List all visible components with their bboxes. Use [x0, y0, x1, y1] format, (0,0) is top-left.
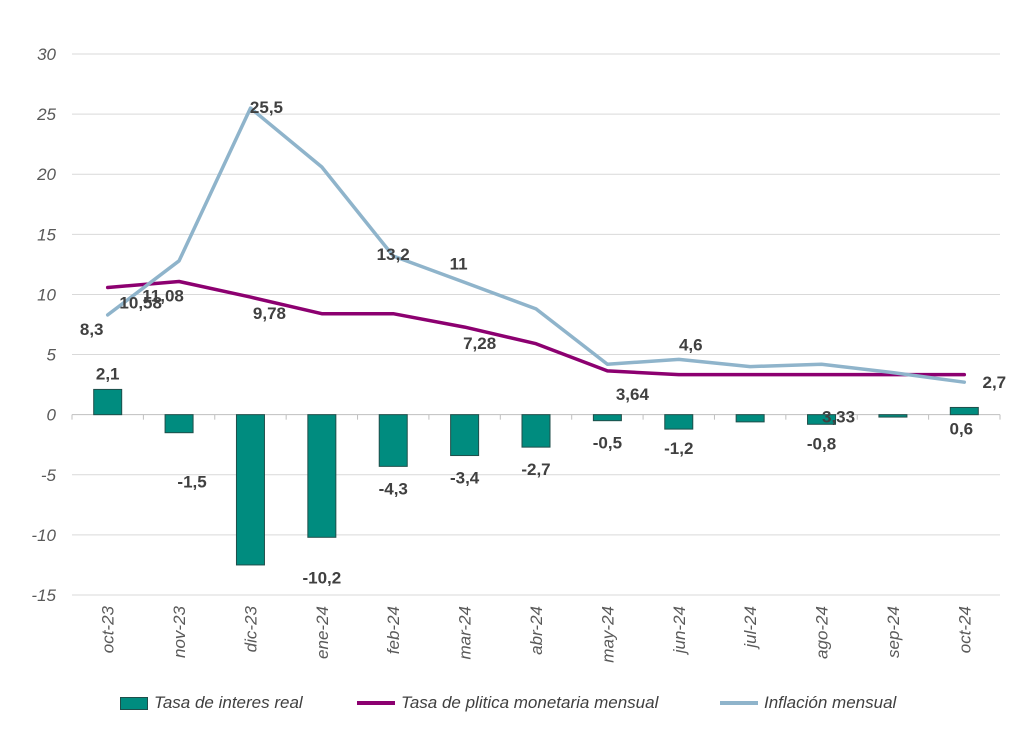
data-label: 11,08 [142, 286, 184, 305]
legend: Tasa de interes real Tasa de plitica mon… [0, 688, 1024, 718]
legend-swatch-bar [120, 696, 148, 710]
bar [592, 414, 622, 422]
x-tick-label: abr-24 [527, 606, 546, 655]
data-label: 2,1 [96, 364, 120, 383]
data-label: -2,7 [521, 460, 550, 479]
bar [521, 414, 551, 448]
data-label: -0,5 [593, 434, 622, 453]
x-tick-label: oct-24 [955, 606, 974, 653]
x-tick-label: mar-24 [456, 606, 475, 660]
data-label: 4,6 [679, 335, 703, 354]
data-label: 10,58 [119, 293, 162, 312]
data-label: 3,33 [822, 408, 855, 427]
data-label: -3,4 [450, 469, 480, 488]
bar [307, 414, 337, 538]
x-tick-label: jul-24 [741, 606, 760, 650]
line-tasa-politica-monetaria [105, 279, 967, 377]
data-label: 9,78 [253, 304, 286, 323]
y-tick-label: -10 [31, 526, 56, 545]
data-label: -1,5 [177, 473, 206, 492]
x-tick-label: ago-24 [813, 606, 832, 659]
bar [807, 414, 837, 425]
gridlines [71, 53, 1001, 596]
data-label: 13,2 [377, 245, 410, 264]
data-label: 7,28 [463, 334, 496, 353]
legend-item-inflacion-mensual: Inflación mensual [720, 688, 896, 718]
x-tick-label: sep-24 [884, 606, 903, 658]
y-tick-label: 15 [37, 225, 56, 244]
data-label: 8,3 [80, 320, 104, 339]
legend-swatch-line [720, 701, 758, 705]
data-label: -1,2 [664, 439, 693, 458]
x-tick-label: oct-23 [99, 605, 118, 653]
bar-series-tasa-interes-real [93, 388, 979, 566]
combo-chart: -15 -10 -5 0 5 10 15 20 25 30 2,1 -1,5 -10,2 -4,3 -3,… [31, 45, 1006, 663]
legend-item-tasa-interes-real: Tasa de interes real [120, 688, 303, 718]
data-label: 2,7 [982, 373, 1006, 392]
bar [735, 414, 765, 423]
data-label: -0,8 [807, 434, 836, 453]
bar [164, 414, 194, 434]
x-tick-label: ene-24 [313, 606, 332, 659]
data-label: 0,6 [949, 419, 973, 438]
y-tick-label: 25 [36, 105, 56, 124]
y-tick-label: 10 [37, 285, 56, 304]
legend-item-tasa-politica-monetaria: Tasa de plitica monetaria mensual [357, 688, 658, 718]
legend-swatch-line [357, 701, 395, 705]
line-inflacion-mensual [105, 106, 967, 384]
y-tick-label: -5 [41, 466, 57, 485]
bar [450, 414, 480, 457]
bar [949, 406, 979, 416]
line-series [105, 106, 967, 384]
x-tick-label: dic-23 [241, 605, 260, 652]
x-tick-label: may-24 [598, 606, 617, 663]
bar [378, 414, 408, 467]
bar [235, 414, 265, 566]
data-labels: 2,1 -1,5 -10,2 -4,3 -3,4 -2,7 -0,5 -1,2 -0,8 0,6 1… [80, 98, 1006, 587]
data-label: 11 [450, 254, 468, 273]
data-label: 3,64 [616, 385, 650, 404]
legend-label: Tasa de plitica monetaria mensual [401, 693, 659, 712]
y-tick-label: 20 [36, 165, 56, 184]
bar [93, 388, 123, 416]
bar [664, 414, 694, 430]
data-label: -4,3 [379, 479, 408, 498]
y-tick-label: 30 [37, 45, 56, 64]
y-tick-label: 5 [47, 346, 57, 365]
legend-label: Inflación mensual [764, 693, 897, 712]
data-label: -10,2 [302, 568, 341, 587]
x-tick-label: feb-24 [384, 606, 403, 654]
x-tick-label: nov-23 [170, 605, 189, 658]
x-tick-label: jun-24 [670, 606, 689, 655]
legend-label: Tasa de interes real [154, 693, 303, 712]
y-axis-ticks: -15 -10 -5 0 5 10 15 20 25 30 [31, 45, 56, 605]
y-tick-label: 0 [47, 406, 57, 425]
data-label: 25,5 [250, 98, 283, 117]
bar [878, 414, 908, 418]
y-tick-label: -15 [31, 586, 56, 605]
x-axis-ticks: oct-23 nov-23 dic-23 ene-24 feb-24 mar-24 abr-… [99, 605, 975, 662]
